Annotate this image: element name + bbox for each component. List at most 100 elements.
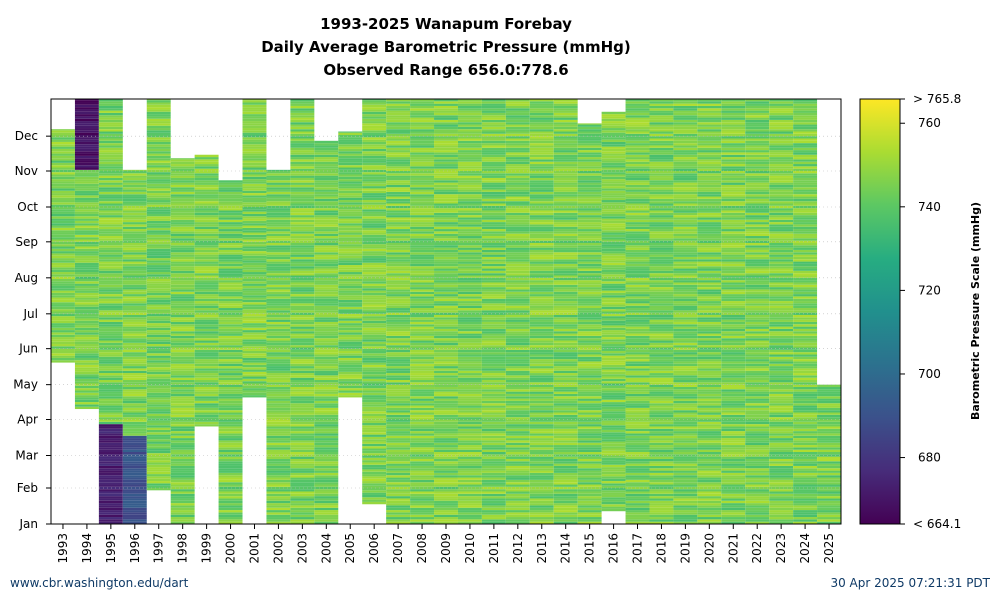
heatmap-cell — [434, 456, 458, 459]
heatmap-cell — [170, 356, 195, 360]
heatmap-cell — [481, 175, 506, 178]
heatmap-cell — [290, 126, 315, 130]
heatmap-cell — [553, 287, 578, 290]
heatmap-cell — [721, 170, 746, 174]
heatmap-cell — [625, 252, 650, 255]
heatmap-cell — [481, 205, 506, 209]
heatmap-cell — [721, 449, 746, 452]
heatmap-cell — [122, 396, 147, 399]
heatmap-cell — [122, 503, 147, 506]
heatmap-cell — [481, 222, 506, 225]
heatmap-cell — [242, 104, 267, 108]
heatmap-cell — [457, 217, 482, 220]
heatmap-cell — [625, 184, 650, 188]
heatmap-cell — [505, 294, 530, 297]
heatmap-cell — [601, 369, 626, 372]
heatmap-cell — [410, 222, 435, 225]
heatmap-cell — [410, 505, 435, 508]
heatmap-cell — [721, 208, 746, 211]
heatmap-cell — [721, 152, 746, 155]
heatmap-cell — [529, 338, 554, 341]
heatmap-cell — [386, 287, 411, 290]
heatmap-cell — [146, 130, 171, 133]
heatmap-cell — [721, 187, 746, 190]
heatmap-cell — [170, 428, 195, 432]
heatmap-cell — [457, 503, 482, 506]
heatmap-cell — [625, 382, 650, 385]
heatmap-cell — [218, 498, 243, 501]
heatmap-cell — [266, 452, 291, 455]
heatmap-cell — [577, 194, 602, 197]
heatmap-cell — [410, 452, 435, 455]
heatmap-cell — [577, 410, 602, 413]
heatmap-cell — [242, 99, 267, 101]
heatmap-cell — [673, 359, 698, 362]
heatmap-cell — [529, 393, 554, 397]
heatmap-cell — [457, 261, 482, 264]
heatmap-cell — [721, 191, 746, 195]
heatmap-cell — [218, 333, 243, 336]
heatmap-cell — [553, 252, 578, 255]
heatmap-cell — [505, 414, 530, 418]
heatmap-cell — [242, 390, 267, 393]
heatmap-cell — [362, 206, 387, 210]
heatmap-cell — [194, 254, 219, 257]
heatmap-cell — [649, 400, 674, 404]
heatmap-cell — [529, 115, 554, 118]
heatmap-cell — [649, 489, 674, 492]
heatmap-cell — [122, 445, 147, 448]
heatmap-cell — [457, 291, 482, 295]
heatmap-cell — [601, 144, 626, 147]
heatmap-cell — [338, 239, 363, 242]
heatmap-cell — [266, 419, 291, 422]
heatmap-cell — [338, 137, 363, 140]
heatmap-cell — [266, 421, 291, 425]
heatmap-cell — [218, 368, 243, 371]
heatmap-cell — [481, 410, 506, 413]
heatmap-cell — [410, 326, 435, 329]
heatmap-cell — [386, 449, 411, 452]
heatmap-cell — [721, 412, 746, 415]
heatmap-cell — [266, 396, 291, 399]
heatmap-cell — [218, 196, 243, 199]
heatmap-cell — [481, 440, 506, 443]
heatmap-cell — [434, 335, 458, 339]
heatmap-cell — [410, 435, 435, 439]
heatmap-cell — [529, 275, 554, 278]
heatmap-cell — [266, 242, 291, 246]
heatmap-cell — [505, 440, 530, 443]
heatmap-cell — [601, 332, 626, 335]
heatmap-cell — [194, 282, 219, 285]
heatmap-cell — [721, 356, 746, 360]
heatmap-cell — [242, 290, 267, 293]
heatmap-cell — [553, 428, 578, 432]
heatmap-cell — [457, 405, 482, 408]
heatmap-cell — [673, 110, 698, 113]
heatmap-cell — [74, 144, 99, 147]
heatmap-cell — [457, 236, 482, 239]
heatmap-cell — [338, 262, 363, 266]
heatmap-cell — [434, 191, 458, 195]
heatmap-cell — [721, 386, 746, 390]
heatmap-cell — [481, 152, 506, 155]
heatmap-cell — [721, 261, 746, 264]
heatmap-cell — [242, 353, 267, 356]
heatmap-cell — [505, 382, 530, 385]
heatmap-cell — [170, 261, 195, 264]
heatmap-cell — [553, 296, 578, 299]
heatmap-cell — [290, 256, 315, 260]
heatmap-cell — [386, 263, 411, 267]
heatmap-cell — [721, 287, 746, 290]
heatmap-cell — [745, 268, 770, 271]
heatmap-cell — [242, 385, 267, 389]
heatmap-cell — [457, 270, 482, 274]
heatmap-cell — [338, 357, 363, 361]
heatmap-cell — [98, 321, 123, 325]
heatmap-cell — [194, 361, 219, 364]
heatmap-cell — [529, 136, 554, 139]
heatmap-cell — [314, 445, 339, 448]
heatmap-cell — [553, 294, 578, 297]
heatmap-cell — [553, 122, 578, 125]
heatmap-cell — [529, 273, 554, 276]
heatmap-cell — [529, 119, 554, 123]
